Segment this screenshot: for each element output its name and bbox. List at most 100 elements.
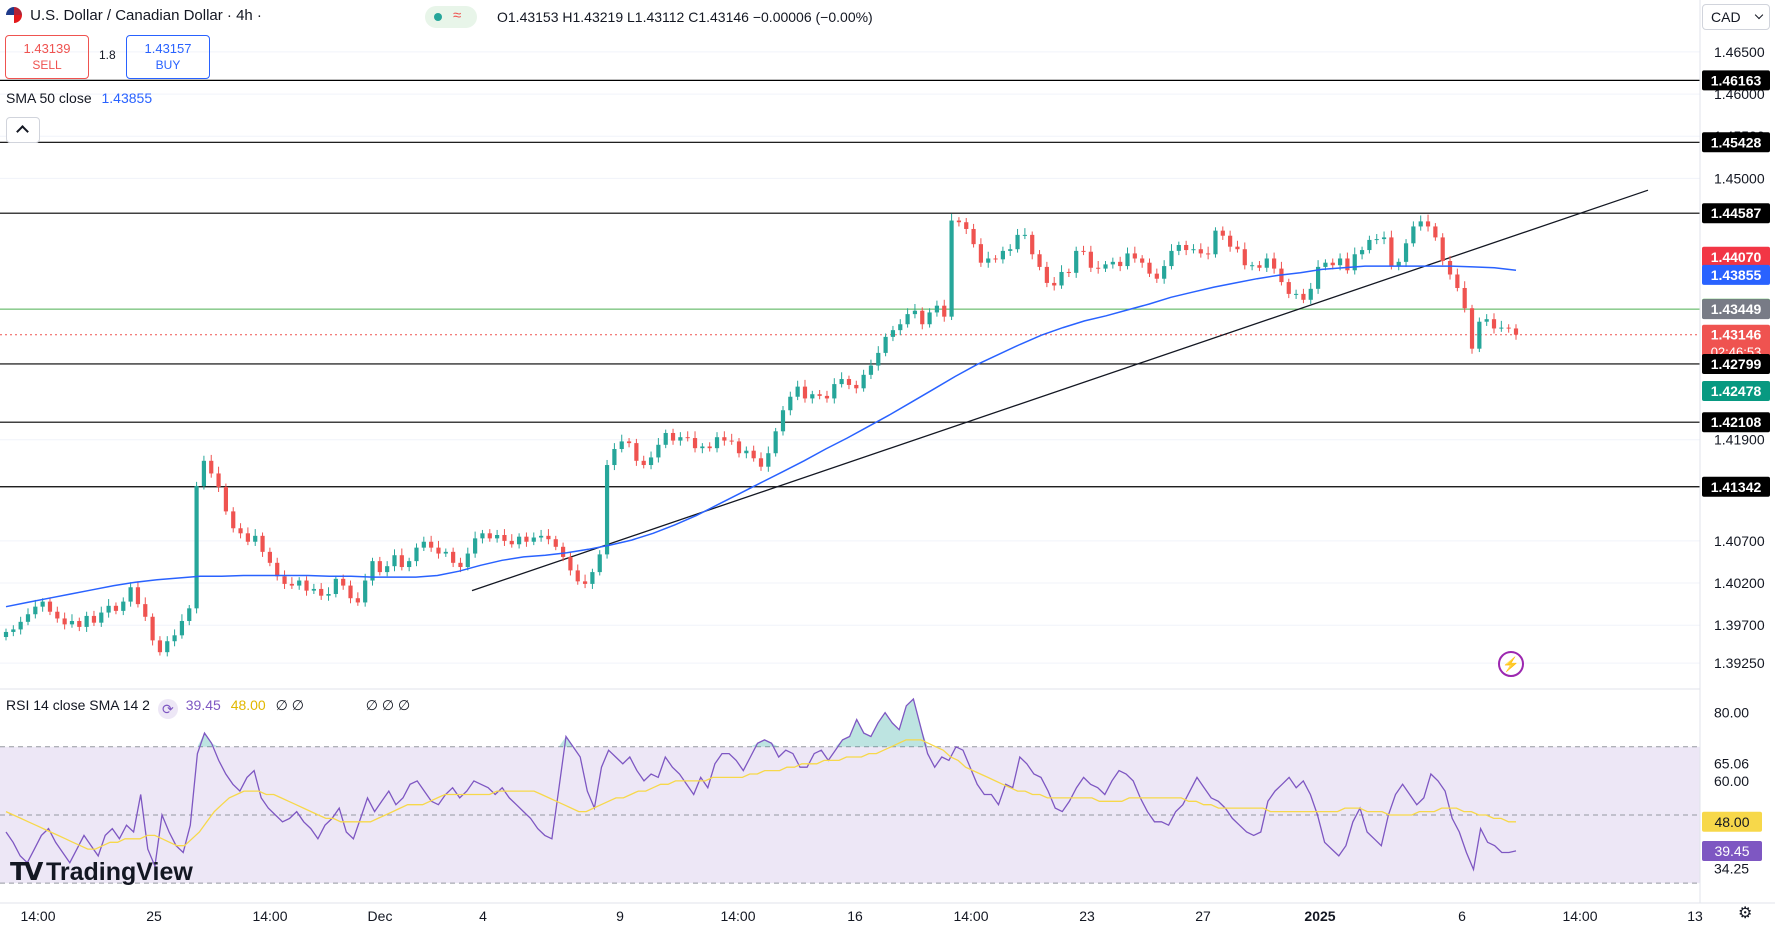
candle [714,437,720,449]
candle [993,258,998,260]
candle [531,537,536,542]
lightning-icon[interactable]: ⚡ [1498,651,1524,677]
candle [473,538,478,554]
candle [898,324,903,331]
collapse-legend-button[interactable] [6,117,40,143]
price-label-bg [1702,381,1770,402]
candle [414,547,419,562]
candle [509,540,514,545]
candle [1081,250,1086,252]
candle [502,534,507,541]
candle [1337,258,1343,266]
candle [560,546,566,557]
candle [55,611,60,619]
brand-label: TradingView [46,858,193,886]
time-tick-label: 13 [1687,908,1703,924]
candle [876,352,881,366]
rsi-value: 39.45 [185,697,221,713]
candle [216,473,221,487]
candle [685,437,690,439]
candle [1015,234,1020,250]
candle [1191,249,1196,251]
sma-legend[interactable]: SMA 50 close 1.43855 [6,90,152,106]
candle [568,556,573,571]
candle [839,379,844,385]
candle [810,394,815,399]
candle [1272,258,1277,269]
time-tick-label: 23 [1079,908,1095,924]
time-tick-label: 2025 [1304,908,1335,924]
market-status[interactable]: ≈ [425,6,477,28]
candle [333,578,338,595]
candle [18,621,23,630]
candle [1440,237,1445,262]
price-label-text: 1.42478 [1711,383,1762,399]
market-open-icon [434,13,442,21]
price-label-text: 1.44070 [1711,249,1762,265]
time-tick-label: 14:00 [720,908,755,924]
candle [773,431,778,454]
price-label-bg [1702,412,1770,433]
price-tick-label: 1.46500 [1714,44,1765,60]
candle [135,587,141,605]
candle [971,228,976,245]
sell-button[interactable]: 1.43139 SELL [5,35,89,79]
sell-label: SELL [32,58,62,72]
price-pane[interactable] [0,51,1700,664]
candle [311,588,316,591]
candle [25,614,31,622]
candle [758,458,764,467]
price-tick-label: 1.39250 [1714,655,1765,671]
rsi-tick-label: 34.25 [1714,861,1749,877]
candle [700,446,705,449]
candle [1469,308,1475,349]
candle [392,555,397,567]
candle [524,536,529,542]
candle [604,465,610,555]
buy-button[interactable]: 1.43157 BUY [126,35,210,79]
candle [451,551,456,563]
price-label-text: 1.43146 [1711,327,1762,343]
candle [11,629,16,632]
candle [1264,258,1269,268]
rsi-label-text: 39.45 [1714,843,1749,859]
candle [1308,288,1313,300]
sma-label: SMA 50 close [6,90,92,106]
price-label-bg [1702,476,1770,497]
candle [260,535,265,552]
price-label-bg [1702,299,1770,320]
candle [209,460,214,474]
candle [1184,244,1189,251]
candle [692,438,698,449]
price-label-bg [1702,324,1770,361]
candle [1433,226,1438,238]
rsi-tick-label: 80.00 [1714,705,1749,721]
candle [1022,234,1027,236]
candle [194,486,199,609]
sma-value: 1.43855 [101,90,153,106]
candle [113,605,119,611]
candle [612,449,617,466]
candle [890,330,896,337]
candle [1418,221,1423,227]
sell-price: 1.43139 [23,41,71,56]
candle [868,365,874,375]
candle [656,444,661,458]
rsi-legend[interactable]: RSI 14 close SMA 14 2 ⟳ 39.45 48.00 ∅ ∅ … [6,697,410,719]
candle [150,616,155,641]
candle [1499,327,1504,329]
candle [927,312,932,325]
candle [377,561,382,573]
currency-select[interactable]: CAD [1702,4,1770,30]
symbol-title[interactable]: U.S. Dollar / Canadian Dollar · 4h · [6,7,262,24]
candle [1008,249,1013,251]
settings-gear-icon[interactable]: ⚙ [1738,905,1753,922]
rsi-empty-values-b: ∅ ∅ ∅ [365,697,411,713]
price-labels: 1.46163 1.45428 1.44587 1.44070 1.43855 1.434… [1702,70,1770,861]
candle [187,608,192,621]
time-tick-label: 16 [847,908,863,924]
rsi-pane[interactable] [0,688,1700,884]
candle [1455,274,1460,288]
currency-label: CAD [1711,9,1741,25]
